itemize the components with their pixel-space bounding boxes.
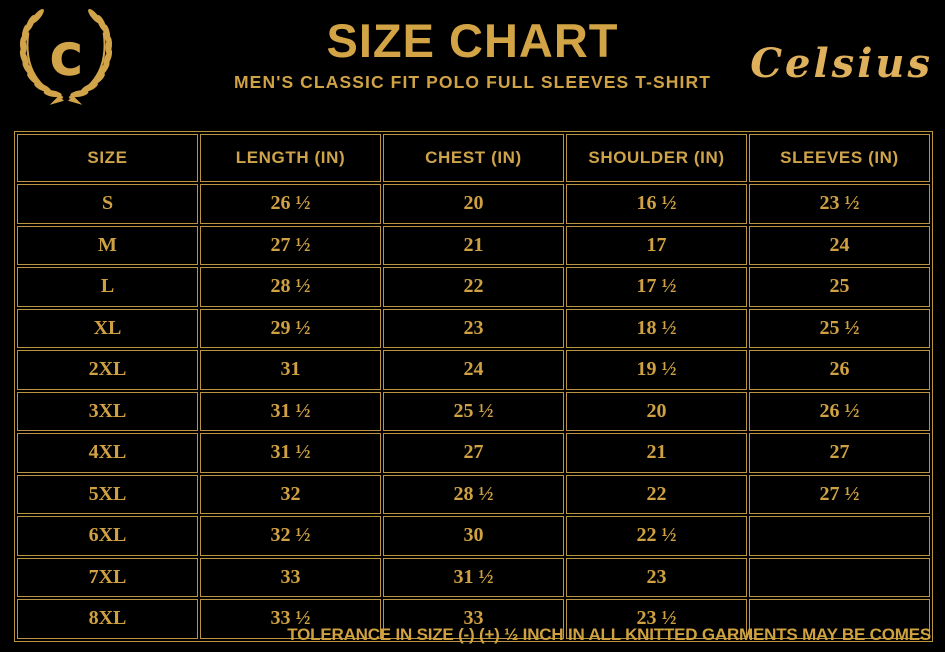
measurement-cell: 27 ½ — [200, 225, 381, 265]
measurement-cell: 25 ½ — [383, 391, 564, 431]
measurement-cell: 24 — [383, 350, 564, 390]
measurement-cell: 16 ½ — [566, 184, 747, 224]
size-table-head: SIZE LENGTH (IN) CHEST (IN) SHOULDER (IN) SL… — [17, 134, 930, 182]
measurement-cell: 22 — [566, 474, 747, 514]
measurement-cell: 21 — [383, 225, 564, 265]
size-label-cell: M — [17, 225, 198, 265]
measurement-cell: 33 — [200, 557, 381, 597]
measurement-cell: 33 ½ — [200, 599, 381, 639]
size-label-cell: 3XL — [17, 391, 198, 431]
size-label-cell: 4XL — [17, 433, 198, 473]
measurement-cell: 23 ½ — [749, 184, 930, 224]
measurement-cell: 27 — [383, 433, 564, 473]
measurement-cell: 28 ½ — [383, 474, 564, 514]
header: C SIZE CHART MEN'S CLASSIC FIT POLO FULL… — [0, 0, 945, 126]
measurement-cell: 23 ½ — [566, 599, 747, 639]
title-block: SIZE CHART MEN'S CLASSIC FIT POLO FULL S… — [153, 16, 793, 93]
measurement-cell: 26 — [749, 350, 930, 390]
column-header-1: LENGTH (IN) — [200, 134, 381, 182]
size-row-6XL: 6XL 32 ½ 30 22 ½ — [17, 516, 930, 556]
size-row-L: L 28 ½ 22 17 ½ 25 — [17, 267, 930, 307]
measurement-cell: 21 — [566, 433, 747, 473]
size-table-header-row: SIZE LENGTH (IN) CHEST (IN) SHOULDER (IN) SL… — [17, 134, 930, 182]
logo-letter: C — [50, 35, 81, 85]
size-chart-table: SIZE LENGTH (IN) CHEST (IN) SHOULDER (IN) SL… — [14, 131, 933, 642]
measurement-cell: 19 ½ — [566, 350, 747, 390]
measurement-cell: 17 ½ — [566, 267, 747, 307]
brand-wordmark: Celsius — [750, 40, 933, 87]
measurement-cell: 25 — [749, 267, 930, 307]
measurement-cell: 18 ½ — [566, 308, 747, 348]
size-label-cell: 5XL — [17, 474, 198, 514]
page-title: SIZE CHART — [326, 14, 619, 67]
measurement-cell: 29 ½ — [200, 308, 381, 348]
size-row-M: M 27 ½ 21 17 24 — [17, 225, 930, 265]
measurement-cell: 27 ½ — [749, 474, 930, 514]
measurement-cell: 32 ½ — [200, 516, 381, 556]
size-row-4XL: 4XL 31 ½ 27 21 27 — [17, 433, 930, 473]
measurement-cell: 32 — [200, 474, 381, 514]
page-subtitle: MEN'S CLASSIC FIT POLO FULL SLEEVES T-SH… — [234, 72, 711, 93]
measurement-cell — [749, 516, 930, 556]
size-row-5XL: 5XL 32 28 ½ 22 27 ½ — [17, 474, 930, 514]
measurement-cell: 25 ½ — [749, 308, 930, 348]
size-table-body: S 26 ½ 20 16 ½ 23 ½ M 27 ½ 21 17 24 L 28 ½ 22 17 ½ 25 X… — [17, 184, 930, 639]
measurement-cell: 31 ½ — [200, 391, 381, 431]
measurement-cell: 27 — [749, 433, 930, 473]
size-row-7XL: 7XL 33 31 ½ 23 — [17, 557, 930, 597]
column-header-2: CHEST (IN) — [383, 134, 564, 182]
size-label-cell: XL — [17, 308, 198, 348]
size-label-cell: 7XL — [17, 557, 198, 597]
size-label-cell: L — [17, 267, 198, 307]
measurement-cell: 23 — [566, 557, 747, 597]
laurel-wreath-logo: C — [18, 7, 114, 105]
size-row-S: S 26 ½ 20 16 ½ 23 ½ — [17, 184, 930, 224]
measurement-cell: 20 — [566, 391, 747, 431]
measurement-cell: 22 — [383, 267, 564, 307]
measurement-cell: 33 — [383, 599, 564, 639]
measurement-cell: 31 ½ — [383, 557, 564, 597]
size-label-cell: S — [17, 184, 198, 224]
size-row-XL: XL 29 ½ 23 18 ½ 25 ½ — [17, 308, 930, 348]
measurement-cell: 28 ½ — [200, 267, 381, 307]
measurement-cell: 23 — [383, 308, 564, 348]
measurement-cell: 17 — [566, 225, 747, 265]
measurement-cell: 20 — [383, 184, 564, 224]
measurement-cell: 31 ½ — [200, 433, 381, 473]
column-header-4: SLEEVES (IN) — [749, 134, 930, 182]
measurement-cell: 31 — [200, 350, 381, 390]
size-row-8XL: 8XL 33 ½ 33 23 ½ — [17, 599, 930, 639]
tolerance-note: TOLERANCE IN SIZE (-) (+) ½ INCH IN ALL … — [287, 625, 931, 644]
measurement-cell: 26 ½ — [200, 184, 381, 224]
column-header-0: SIZE — [17, 134, 198, 182]
size-row-3XL: 3XL 31 ½ 25 ½ 20 26 ½ — [17, 391, 930, 431]
measurement-cell — [749, 599, 930, 639]
measurement-cell: 22 ½ — [566, 516, 747, 556]
size-label-cell: 2XL — [17, 350, 198, 390]
measurement-cell — [749, 557, 930, 597]
size-label-cell: 6XL — [17, 516, 198, 556]
measurement-cell: 30 — [383, 516, 564, 556]
size-label-cell: 8XL — [17, 599, 198, 639]
measurement-cell: 26 ½ — [749, 391, 930, 431]
measurement-cell: 24 — [749, 225, 930, 265]
column-header-3: SHOULDER (IN) — [566, 134, 747, 182]
size-row-2XL: 2XL 31 24 19 ½ 26 — [17, 350, 930, 390]
